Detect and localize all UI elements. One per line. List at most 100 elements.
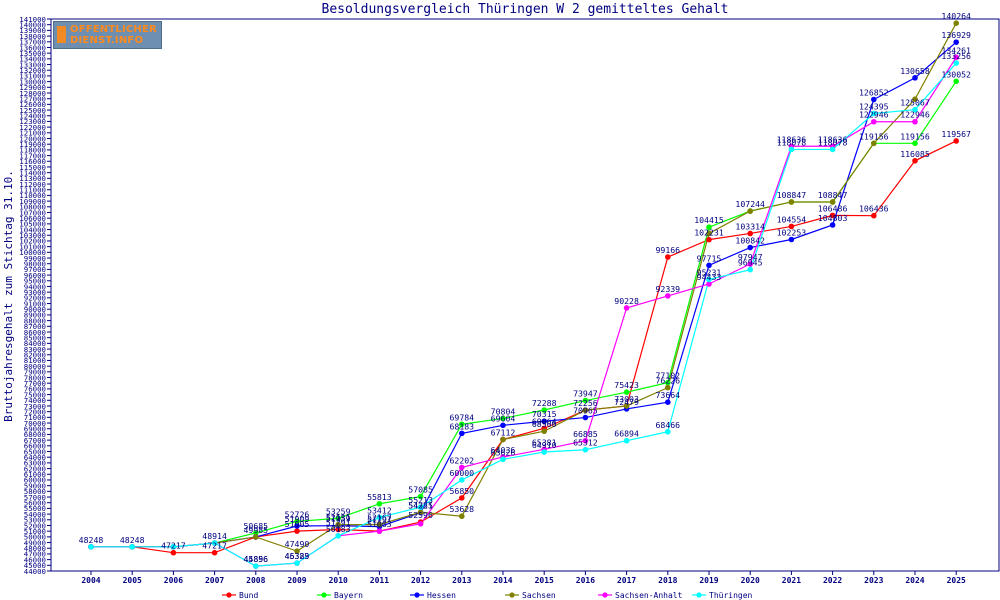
data-label: 68560 [532, 419, 557, 429]
data-point [253, 534, 259, 540]
data-point [582, 397, 589, 404]
y-tick-label: 89000 [24, 311, 46, 320]
data-point [129, 544, 135, 550]
data-point [665, 379, 671, 386]
data-label: 102231 [694, 228, 724, 238]
data-label: 124395 [859, 101, 889, 111]
data-point [376, 500, 383, 507]
y-tick-label: 114000 [19, 168, 46, 177]
data-label: 44856 [243, 554, 268, 564]
y-tick-label: 121000 [19, 129, 46, 138]
data-label: 100842 [735, 236, 765, 246]
x-tick-label: 2007 [205, 576, 224, 585]
x-tick-label: 2008 [246, 576, 265, 585]
x-tick-label: 2013 [452, 576, 471, 585]
series-line [91, 140, 957, 554]
y-tick-label: 99000 [24, 254, 46, 263]
data-point [706, 276, 712, 283]
y-tick-label: 90000 [24, 305, 46, 314]
data-label: 63626 [491, 447, 516, 457]
data-label: 73947 [573, 389, 598, 399]
data-label: 51959 [326, 514, 351, 524]
y-tick-label: 52000 [24, 521, 46, 530]
y-tick-label: 105000 [19, 220, 46, 229]
legend-swatch-marker [509, 592, 515, 598]
y-tick-label: 84000 [24, 339, 46, 348]
data-label: 136929 [941, 30, 971, 40]
y-tick-label: 70000 [24, 419, 46, 428]
y-tick-label: 103000 [19, 231, 46, 240]
data-label: 51005 [285, 519, 310, 529]
y-tick-label: 125000 [19, 106, 46, 115]
y-tick-label: 86000 [24, 328, 46, 337]
data-label: 119156 [900, 131, 930, 141]
data-point [912, 157, 918, 164]
y-tick-label: 128000 [19, 89, 46, 98]
y-tick-label: 140000 [19, 20, 46, 29]
data-label: 52167 [367, 513, 392, 523]
y-tick-label: 75000 [24, 390, 46, 399]
data-point [88, 544, 94, 550]
data-point [665, 428, 671, 435]
y-tick-label: 101000 [19, 242, 46, 251]
data-label: 66885 [573, 429, 598, 439]
data-label: 56850 [449, 486, 474, 496]
data-point [665, 384, 671, 391]
data-point [871, 118, 877, 125]
y-tick-label: 78000 [24, 373, 46, 382]
data-point [912, 140, 918, 147]
data-point [335, 521, 342, 528]
data-point [541, 407, 547, 413]
data-label: 53628 [449, 504, 474, 514]
data-label: 108847 [777, 190, 807, 200]
x-tick-label: 2006 [164, 576, 183, 585]
y-tick-label: 56000 [24, 499, 46, 508]
y-tick-label: 67000 [24, 436, 46, 445]
legend-entry-label: Thüringen [709, 591, 753, 600]
data-label: 46323 [285, 551, 310, 561]
y-tick-label: 110000 [19, 191, 46, 200]
y-tick-label: 81000 [24, 356, 46, 365]
data-point [500, 456, 506, 463]
data-label: 122946 [859, 110, 889, 120]
series-line [91, 62, 957, 567]
y-tick-label: 126000 [19, 100, 46, 109]
data-point [953, 60, 959, 66]
x-tick-label: 2022 [823, 576, 842, 585]
legend-entry-label: Hessen [427, 591, 456, 600]
data-label: 70965 [573, 406, 598, 416]
data-label: 130658 [900, 66, 930, 76]
x-tick-label: 2021 [782, 576, 801, 585]
data-point [170, 544, 177, 550]
data-label: 108847 [818, 190, 848, 200]
y-tick-label: 130000 [19, 77, 46, 86]
data-label: 69604 [491, 413, 516, 423]
x-tick-label: 2009 [287, 576, 306, 585]
y-tick-label: 68000 [24, 430, 46, 439]
data-label: 57085 [408, 485, 433, 495]
y-tick-label: 96000 [24, 271, 46, 280]
data-label: 140264 [941, 11, 971, 21]
y-tick-label: 122000 [19, 123, 46, 132]
y-tick-label: 80000 [24, 362, 46, 371]
data-point [623, 305, 630, 311]
y-tick-label: 132000 [19, 66, 46, 75]
y-tick-label: 104000 [19, 225, 46, 234]
data-label: 92339 [655, 284, 680, 294]
data-label: 65312 [573, 438, 598, 448]
data-point [623, 389, 630, 395]
y-tick-label: 50000 [24, 533, 46, 542]
y-tick-label: 136000 [19, 43, 46, 52]
data-label: 130052 [941, 69, 971, 79]
x-tick-label: 2018 [658, 576, 677, 585]
y-tick-label: 108000 [19, 203, 46, 212]
y-tick-label: 117000 [19, 151, 46, 160]
data-point [294, 518, 300, 525]
y-tick-label: 93000 [24, 288, 46, 297]
y-tick-label: 61000 [24, 470, 46, 479]
data-label: 53412 [367, 505, 392, 515]
y-tick-label: 109000 [19, 197, 46, 206]
y-tick-label: 120000 [19, 134, 46, 143]
data-label: 62202 [449, 455, 474, 465]
y-tick-label: 127000 [19, 94, 46, 103]
